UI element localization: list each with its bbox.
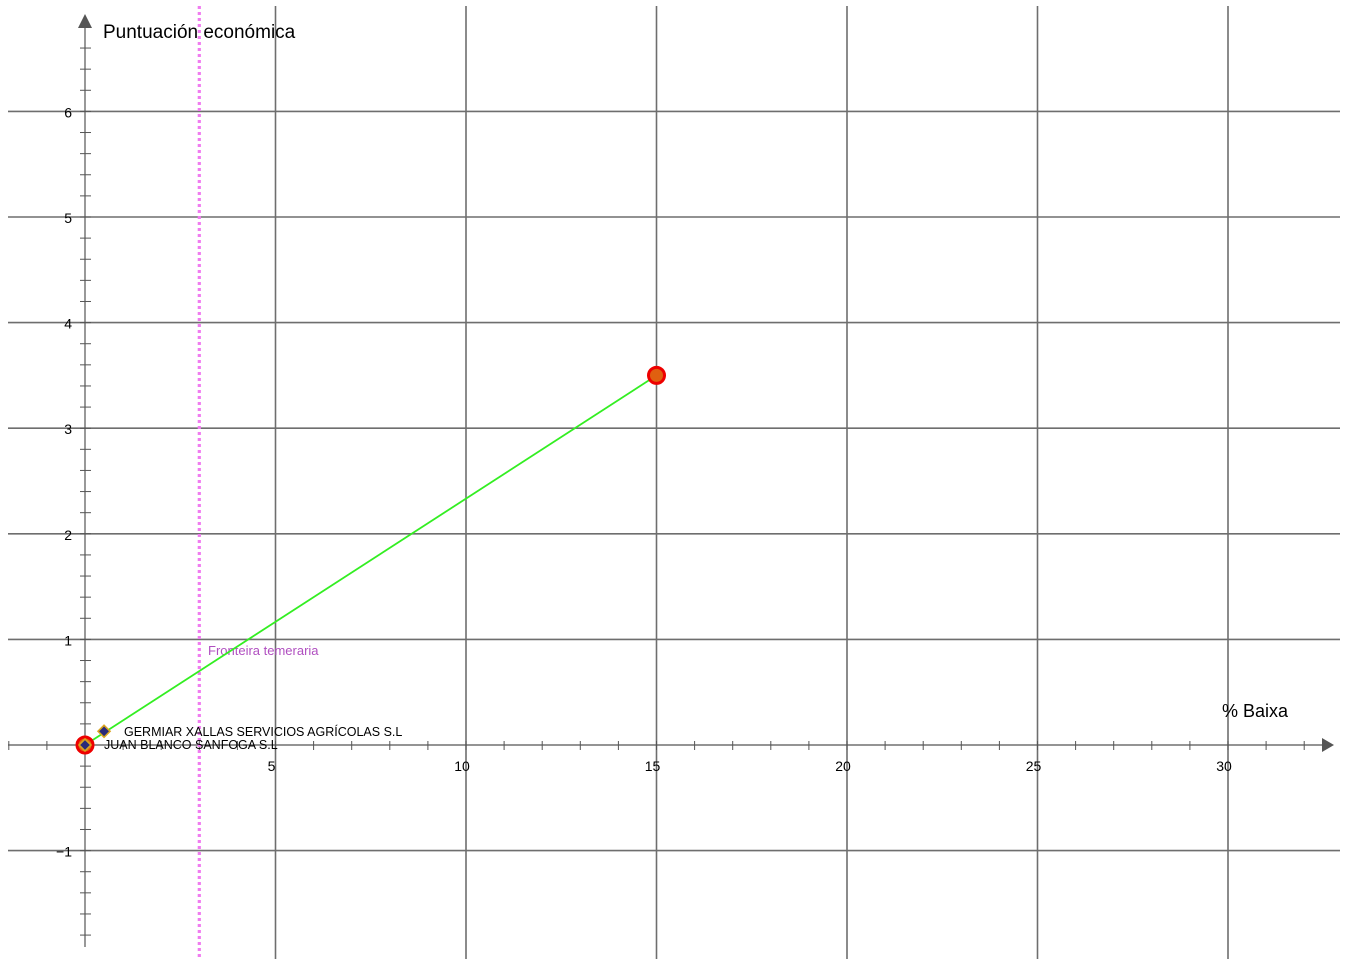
grid	[8, 6, 1340, 959]
y-tick-label: 4	[64, 316, 72, 332]
x-tick-label: 25	[1026, 758, 1042, 774]
y-tick-label: −1	[56, 844, 72, 860]
endpoint-marker	[647, 365, 666, 385]
series	[75, 365, 666, 755]
reference-line-label: Fronteira temeraria	[208, 643, 319, 658]
x-tick-label: 20	[835, 758, 851, 774]
axes	[8, 14, 1334, 947]
x-axis-label: % Baixa	[1222, 701, 1289, 721]
x-tick-label: 30	[1216, 758, 1232, 774]
offer-marker	[77, 737, 93, 753]
y-axis-label: Puntuación económica	[103, 22, 296, 43]
labels: Puntuación económica % Baixa GERMIAR XAL…	[56, 22, 1289, 860]
y-axis-arrow-icon	[78, 14, 92, 28]
y-tick-label: 1	[64, 632, 72, 648]
offer-label-juan-blanco: JUAN BLANCO SANFOGA S.L	[104, 738, 278, 752]
y-tick-label: 3	[64, 421, 72, 437]
score-segment	[84, 374, 657, 746]
offer-marker	[96, 724, 112, 739]
y-tick-label: 2	[64, 527, 72, 543]
y-tick-label: 6	[64, 104, 72, 120]
x-tick-label: 5	[268, 758, 276, 774]
x-axis-arrow-icon	[1322, 738, 1334, 752]
reference-line-group: Fronteira temeraria	[197, 6, 319, 959]
x-tick-label: 15	[645, 758, 661, 774]
y-tick-label: 5	[64, 210, 72, 226]
offer-label-germiar: GERMIAR XALLAS SERVICIOS AGRÍCOLAS S.L	[124, 724, 402, 739]
x-tick-label: 10	[454, 758, 470, 774]
